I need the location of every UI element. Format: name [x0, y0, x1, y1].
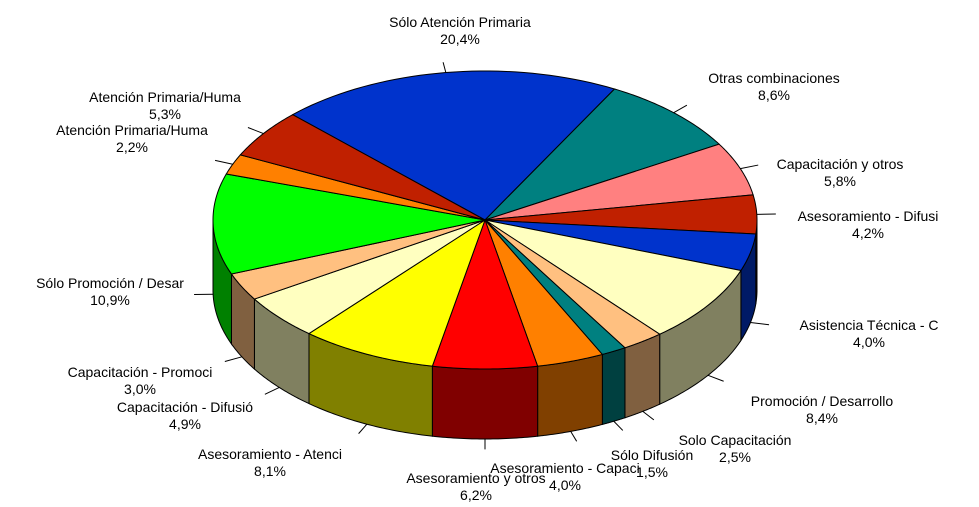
pie-slice [212, 173, 486, 275]
leader-line [613, 420, 624, 431]
pie-side [537, 353, 603, 437]
slice-value-label: 4,0% [853, 334, 885, 350]
slice-label: Atención Primaria/Huma [89, 89, 241, 105]
leader-line [224, 356, 243, 362]
slice-label: Promoción / Desarrollo [751, 393, 894, 409]
slice-value-label: 4,9% [169, 416, 201, 432]
slice-label: Capacitación y otros [777, 156, 904, 172]
pie-slice [484, 219, 742, 335]
slice-label: Asistencia Técnica - C [799, 317, 938, 333]
slice-label: Sólo Promoción / Desar [36, 275, 184, 291]
slice-value-label: 8,4% [806, 410, 838, 426]
pie-sides [212, 219, 758, 440]
slice-value-label: 5,3% [149, 106, 181, 122]
slice-value-label: 2,5% [719, 449, 751, 465]
pie-side [624, 333, 661, 419]
leader-line [358, 423, 368, 434]
pie-slice [230, 219, 486, 300]
pie-slice [484, 219, 604, 367]
pie-tops [212, 70, 758, 370]
pie-slice [291, 70, 616, 221]
slice-label: Solo Capacitación [679, 432, 792, 448]
leader-line [264, 387, 280, 395]
pie-side [601, 347, 626, 426]
slice-value-label: 4,2% [852, 225, 884, 241]
slice-label: Atención Primaria/Huma [56, 122, 208, 138]
slice-value-label: 8,1% [254, 463, 286, 479]
slice-value-label: 2,2% [116, 139, 148, 155]
slice-value-label: 5,8% [824, 173, 856, 189]
slice-value-label: 10,9% [90, 292, 130, 308]
pie-slice [484, 219, 757, 272]
leader-line [570, 431, 578, 442]
slice-label: Capacitación - Difusió [117, 399, 253, 415]
slice-value-label: 4,0% [549, 477, 581, 493]
slice-value-label: 3,0% [124, 381, 156, 397]
slice-label: Sólo Atención Primaria [389, 14, 531, 30]
slice-label: Asesoramiento y otros [406, 470, 545, 486]
leader-line [673, 104, 688, 114]
slice-value-label: 1,5% [636, 464, 668, 480]
pie-slice [484, 219, 626, 355]
slice-value-label: 6,2% [460, 487, 492, 503]
slice-label: Otras combinaciones [708, 70, 840, 86]
slice-label: Asesoramiento - Capaci [490, 460, 639, 476]
leader-line [740, 164, 759, 170]
leader-line [750, 322, 770, 326]
pie-slice [253, 219, 486, 335]
leader-line [247, 127, 264, 135]
pie-slice [431, 218, 539, 370]
pie-slice [307, 218, 486, 367]
slice-value-label: 8,6% [758, 87, 790, 103]
slice-label: Asesoramiento - Atenci [198, 446, 342, 462]
leader-line [442, 62, 447, 73]
slice-value-label: 20,4% [440, 31, 480, 47]
pie-slice [484, 219, 661, 349]
leader-line [214, 159, 233, 165]
slice-label: Capacitación - Promoci [68, 364, 213, 380]
leader-line [707, 374, 724, 382]
slice-label: Sólo Difusión [611, 447, 694, 463]
leader-line [642, 410, 655, 421]
slice-label: Asesoramiento - Difusi [798, 208, 939, 224]
pie-slice [225, 154, 486, 221]
pie-side [431, 365, 539, 440]
